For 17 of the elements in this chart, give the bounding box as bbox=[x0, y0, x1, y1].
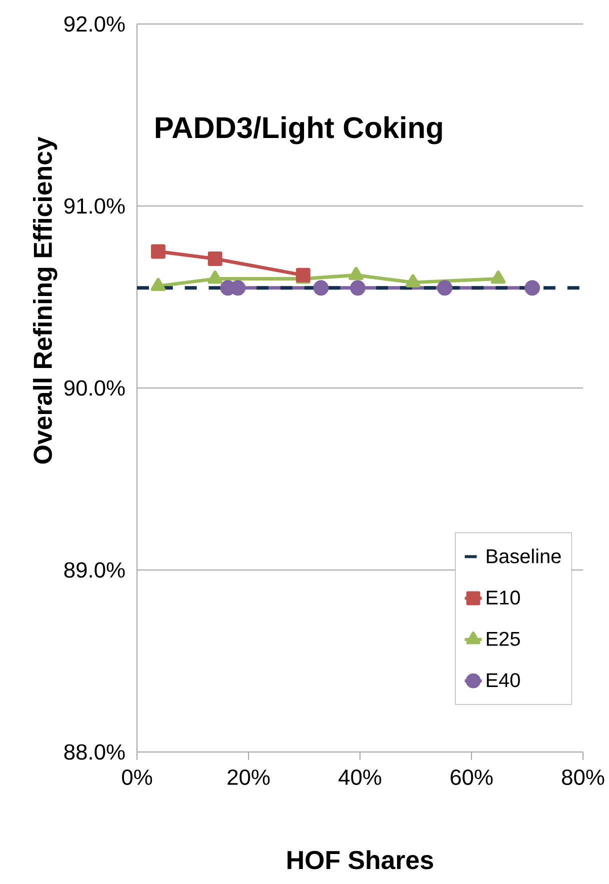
legend-label: Baseline bbox=[486, 548, 561, 564]
x-axis-title: HOF Shares bbox=[288, 850, 434, 870]
y-tick-label: 90.0% bbox=[64, 380, 125, 396]
x-tick-label: 60% bbox=[450, 769, 493, 785]
legend-label: E10 bbox=[486, 590, 520, 605]
text: PADD3/Light Coking bbox=[156, 116, 442, 144]
y-tick-label: 89.0% bbox=[64, 562, 125, 578]
legend-label: E40 bbox=[486, 673, 520, 688]
y-axis-title: Overall Refining Efficiency bbox=[33, 136, 58, 464]
x-tick-label: 40% bbox=[338, 769, 382, 785]
y-tick-label: 91.0% bbox=[64, 198, 125, 214]
x-tick-label: 20% bbox=[228, 769, 270, 785]
y-tick-label: 92.0% bbox=[64, 16, 125, 32]
legend-label: E25 bbox=[486, 632, 520, 646]
x-tick-label: 80% bbox=[562, 769, 604, 785]
y-tick-label: 88.0% bbox=[64, 744, 125, 760]
x-tick-label: 0% bbox=[122, 769, 152, 785]
